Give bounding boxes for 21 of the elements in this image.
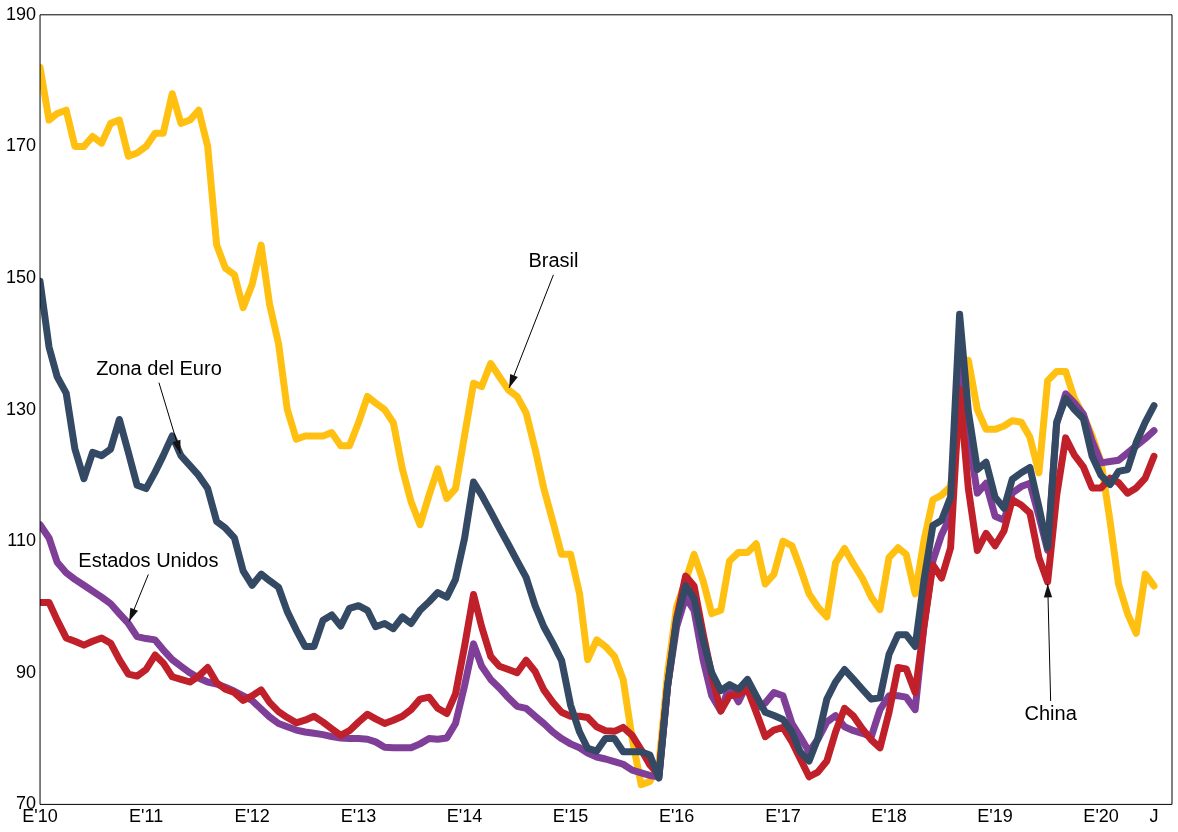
x-tick-label: E'19 (977, 806, 1013, 827)
annotation: Zona del Euro (96, 357, 222, 380)
x-tick-label: E'15 (552, 806, 589, 827)
annotation: China (1024, 701, 1078, 724)
x-tick-label: E'12 (234, 806, 270, 827)
annotation: Brasil (528, 249, 579, 272)
x-tick-label: E'14 (446, 806, 483, 827)
y-tick-label: 90 (16, 661, 37, 682)
y-tick-label: 110 (7, 530, 37, 551)
x-tick-label: E'17 (765, 806, 801, 827)
x-tick-label: E'20 (1083, 806, 1119, 827)
x-tick-label: E'11 (129, 806, 164, 827)
x-tick-label: E'16 (658, 806, 695, 827)
y-tick-label: 190 (5, 3, 37, 24)
x-tick-label: J (1149, 806, 1159, 827)
y-tick-label: 130 (5, 398, 37, 419)
x-tick-label: E'18 (871, 806, 907, 827)
annotation: Estados Unidos (78, 548, 219, 571)
x-tick-label: E'13 (340, 806, 377, 827)
y-tick-label: 170 (5, 135, 37, 156)
y-tick-label: 150 (5, 266, 37, 287)
